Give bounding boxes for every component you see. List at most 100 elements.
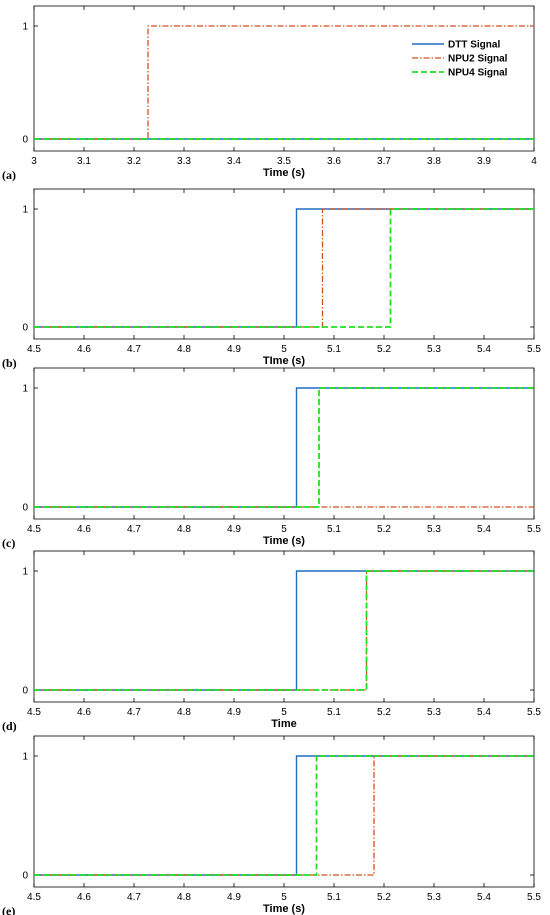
- legend-entry-npu2: NPU2 Signal: [448, 54, 508, 65]
- x-tick-label: 3.7: [377, 156, 391, 167]
- x-tick-label: 4.8: [177, 344, 191, 355]
- x-tick-label: 5.1: [327, 344, 341, 355]
- x-tick-label: 5: [281, 707, 287, 718]
- panel-label: (b): [2, 356, 17, 370]
- y-tick-label: 1: [22, 22, 28, 33]
- legend-entry-dtt: DTT Signal: [448, 40, 500, 51]
- y-tick-label: 1: [22, 205, 28, 216]
- x-tick-label: 4.6: [77, 707, 91, 718]
- y-tick-label: 0: [22, 503, 28, 514]
- chart-panel-3: 4.5 4.6 4.7 4.8 4.9 5 5.1 5.2 5.3 5.4 5.5 0 1 Time (s…: [2, 367, 541, 550]
- series-line-npu2: [34, 25, 534, 140]
- x-tick-label: 4.9: [227, 707, 241, 718]
- panel-label: (a): [2, 168, 16, 182]
- x-tick-label: 5: [281, 344, 287, 355]
- y-tick-label: 0: [22, 323, 28, 334]
- x-tick-label: 3.8: [427, 156, 441, 167]
- x-tick-label: 4.8: [177, 524, 191, 535]
- x-tick-label: 3.5: [277, 156, 291, 167]
- panel-label: (d): [2, 719, 17, 733]
- x-tick-label: 4.6: [77, 892, 91, 903]
- x-tick-label: 4.5: [27, 892, 41, 903]
- x-axis-label: Time (s): [263, 903, 305, 915]
- x-tick-label: 4.7: [127, 524, 141, 535]
- y-tick-label: 1: [22, 567, 28, 578]
- x-tick-label: 5.1: [327, 707, 341, 718]
- panel-label: (e): [2, 904, 15, 915]
- x-tick-label: 4.8: [177, 707, 191, 718]
- x-tick-label: 5.2: [377, 524, 391, 535]
- x-tick-label: 4.5: [27, 524, 41, 535]
- x-tick-label: 4: [531, 156, 537, 167]
- x-tick-label: 5.5: [527, 892, 541, 903]
- series-line-npu4: [34, 387, 534, 508]
- x-tick-label: 3.2: [127, 156, 141, 167]
- x-axis-label: TIme (s): [263, 355, 306, 367]
- x-tick-label: 4.9: [227, 892, 241, 903]
- x-tick-label: 5.5: [527, 344, 541, 355]
- series-line-npu2: [34, 570, 534, 691]
- x-tick-label: 5.3: [427, 707, 441, 718]
- x-tick-label: 5.4: [477, 344, 491, 355]
- x-tick-label: 4.9: [227, 524, 241, 535]
- series-line-dtt: [34, 208, 534, 328]
- series-line-dtt: [34, 570, 534, 691]
- x-tick-label: 4.9: [227, 344, 241, 355]
- series-line-npu4: [34, 755, 534, 876]
- axes-frame: [33, 5, 535, 152]
- x-tick-label: 3.3: [177, 156, 191, 167]
- x-tick-label: 5.4: [477, 707, 491, 718]
- chart-panel-5: 4.5 4.6 4.7 4.8 4.9 5 5.1 5.2 5.3 5.4 5.5 0 1 Time (s…: [2, 735, 541, 915]
- axes-frame: [33, 188, 535, 340]
- x-axis-label: Time: [271, 718, 296, 730]
- x-tick-label: 5.2: [377, 707, 391, 718]
- x-tick-label: 3.4: [227, 156, 241, 167]
- x-axis-label: Time (s): [263, 167, 305, 179]
- legend-entry-npu4: NPU4 Signal: [448, 68, 508, 79]
- x-axis-label: Time (s): [263, 535, 305, 547]
- series-line-npu4: [34, 208, 534, 328]
- x-tick-label: 5.2: [377, 344, 391, 355]
- x-tick-label: 5.5: [527, 707, 541, 718]
- x-tick-label: 5.4: [477, 524, 491, 535]
- x-tick-label: 5.3: [427, 524, 441, 535]
- x-tick-label: 3: [31, 156, 37, 167]
- x-tick-label: 5.3: [427, 892, 441, 903]
- series-line-dtt: [34, 755, 534, 876]
- x-tick-label: 3.6: [327, 156, 341, 167]
- x-tick-label: 4.7: [127, 892, 141, 903]
- axes-frame: [33, 367, 535, 520]
- x-tick-label: 5.1: [327, 892, 341, 903]
- y-tick-label: 0: [22, 135, 28, 146]
- axes-frame: [33, 735, 535, 888]
- panel-label: (c): [2, 536, 15, 550]
- y-tick-label: 0: [22, 871, 28, 882]
- x-tick-label: 5.1: [327, 524, 341, 535]
- x-tick-label: 4.5: [27, 707, 41, 718]
- x-tick-label: 4.8: [177, 892, 191, 903]
- x-tick-label: 5: [281, 892, 287, 903]
- x-tick-label: 5: [281, 524, 287, 535]
- x-tick-label: 3.1: [77, 156, 91, 167]
- x-tick-label: 5.3: [427, 344, 441, 355]
- x-tick-label: 3.9: [477, 156, 491, 167]
- x-tick-label: 5.5: [527, 524, 541, 535]
- x-tick-label: 4.7: [127, 707, 141, 718]
- y-tick-label: 1: [22, 384, 28, 395]
- x-tick-label: 4.6: [77, 524, 91, 535]
- chart-panel-1: 3 3.1 3.2 3.3 3.4 3.5 3.6 3.7 3.8 3.9 4 0 1 Time (s) (…: [2, 5, 537, 182]
- x-tick-label: 4.6: [77, 344, 91, 355]
- chart-panel-4: 4.5 4.6 4.7 4.8 4.9 5 5.1 5.2 5.3 5.4 5.5 0 1 Time (d): [2, 550, 541, 733]
- series-line-npu4: [34, 570, 534, 691]
- x-tick-label: 5.2: [377, 892, 391, 903]
- series-line-npu2: [34, 208, 534, 328]
- series-line-dtt: [34, 387, 534, 508]
- x-tick-label: 4.5: [27, 344, 41, 355]
- axes-frame: [33, 550, 535, 703]
- x-tick-label: 5.4: [477, 892, 491, 903]
- series-line-npu2: [34, 755, 534, 876]
- x-tick-label: 4.7: [127, 344, 141, 355]
- chart-panel-2: 4.5 4.6 4.7 4.8 4.9 5 5.1 5.2 5.3 5.4 5.5 0 1 TIme (s…: [2, 188, 541, 370]
- y-tick-label: 0: [22, 686, 28, 697]
